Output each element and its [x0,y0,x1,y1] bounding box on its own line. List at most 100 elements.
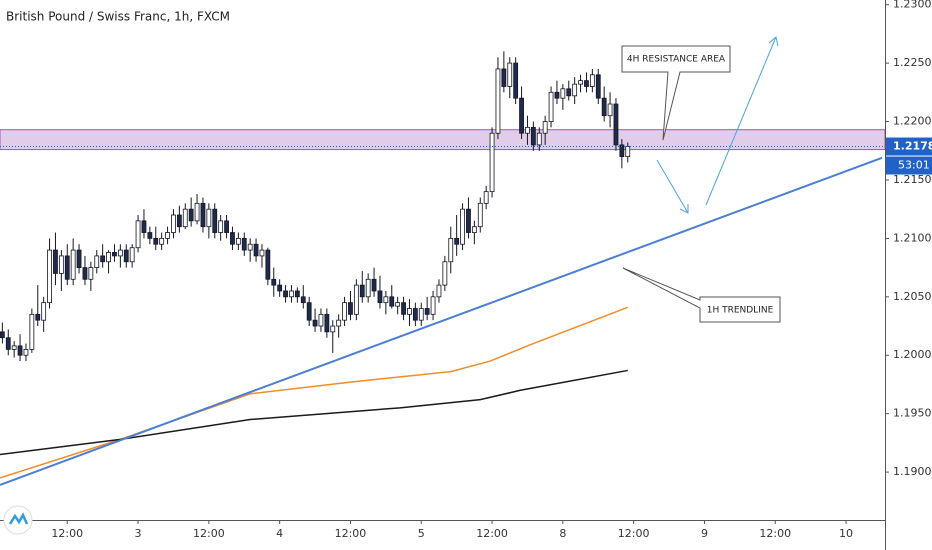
chart-title: British Pound / Swiss Franc, 1h, FXCM [6,10,230,24]
candle-body [29,313,35,350]
x-tick-label: 12:00 [193,527,225,540]
candle-body [513,62,519,99]
candle-body [123,249,129,263]
candle-body [253,243,259,257]
candle-body [147,232,153,239]
projection-arrows [656,36,779,214]
candle-body [141,220,147,233]
candle-body [88,267,94,280]
y-tick-label: 1.21500 [893,173,932,186]
candle-body [595,74,601,99]
candle-body [259,249,265,257]
x-tick-label: 10 [839,527,853,540]
candle-body [53,249,58,274]
candle-body [212,208,218,233]
trendline [0,156,883,486]
callout-box [621,45,731,141]
x-tick-label: 3 [135,527,142,540]
x-tick-label: 12:00 [618,527,650,540]
candle-body [82,267,88,280]
candle-body [100,255,106,263]
candle-body [171,214,176,233]
callout-box [622,267,781,323]
candle-body [294,290,300,298]
candle-body [554,91,560,99]
candle-body [477,202,483,228]
candle-body [289,290,294,298]
y-tick-label: 1.22500 [893,56,932,69]
candle-body [159,237,165,245]
x-tick-label: 12:00 [476,527,508,540]
y-tick-label: 1.20500 [893,290,932,303]
candle-body [0,331,5,339]
y-tick-label: 1.19000 [893,465,932,478]
candle-body [525,126,530,134]
candle-body [182,208,188,228]
candle-body [619,144,625,157]
candle-body [129,247,135,263]
candle-body [153,237,159,245]
candle-body [454,237,460,245]
candle-body [312,319,318,327]
candle-body [607,103,613,117]
candle-body [241,237,247,251]
candle-body [41,302,47,321]
candle-body [389,296,395,307]
plot-area [0,51,886,486]
candle-body [383,296,389,304]
candle-body [560,88,566,99]
candle-body [235,237,241,245]
candle-body [194,202,200,222]
annotation: 4H RESISTANCE AREA [627,55,726,65]
candle-body [542,121,548,134]
candle-body [23,348,29,356]
y-tick-label: 1.19500 [893,407,932,420]
candle-body [436,284,442,298]
candle-body [572,83,578,97]
annotation: 1H TRENDLINE [707,306,774,316]
x-tick-label: 4 [276,527,283,540]
candle-body [625,146,631,157]
candle-body [442,261,448,286]
candle-body [424,308,430,315]
candle-body [460,208,465,245]
candle-body [76,249,82,268]
candle-body [507,62,513,87]
candle-body [342,302,347,321]
x-tick-label: 8 [559,527,566,540]
candle-body [566,88,572,97]
candle-body [407,308,412,315]
candle-body [176,214,182,228]
x-tick-label: 9 [701,527,708,540]
candle-body [17,345,23,356]
candle-body [206,208,212,228]
x-tick-label: 5 [418,527,425,540]
candle-body [519,97,524,134]
candle-body [330,325,336,333]
candle-body [448,237,454,263]
y-tick-label: 1.20000 [893,348,932,361]
candle-body [412,308,418,321]
candle-body [224,220,229,233]
candle-body [359,284,365,298]
candle-body [536,132,542,146]
last-price-label: 1.21786 [893,140,932,153]
candle-body [58,255,64,274]
candle-body [353,284,359,315]
candle-body [489,132,495,193]
candle-body [165,232,170,239]
candle-body [395,302,401,307]
candle-body [318,313,324,327]
candle-body [300,296,306,304]
candle-body [495,68,501,134]
countdown-box [886,156,932,175]
candle-body [578,80,583,85]
candle-body [401,302,406,315]
candle-body [283,290,288,298]
candle-body [11,345,17,350]
candle-body [483,191,489,204]
candle-body [371,278,377,292]
candle-body [35,313,41,321]
y-tick-label: 1.21000 [893,231,932,244]
